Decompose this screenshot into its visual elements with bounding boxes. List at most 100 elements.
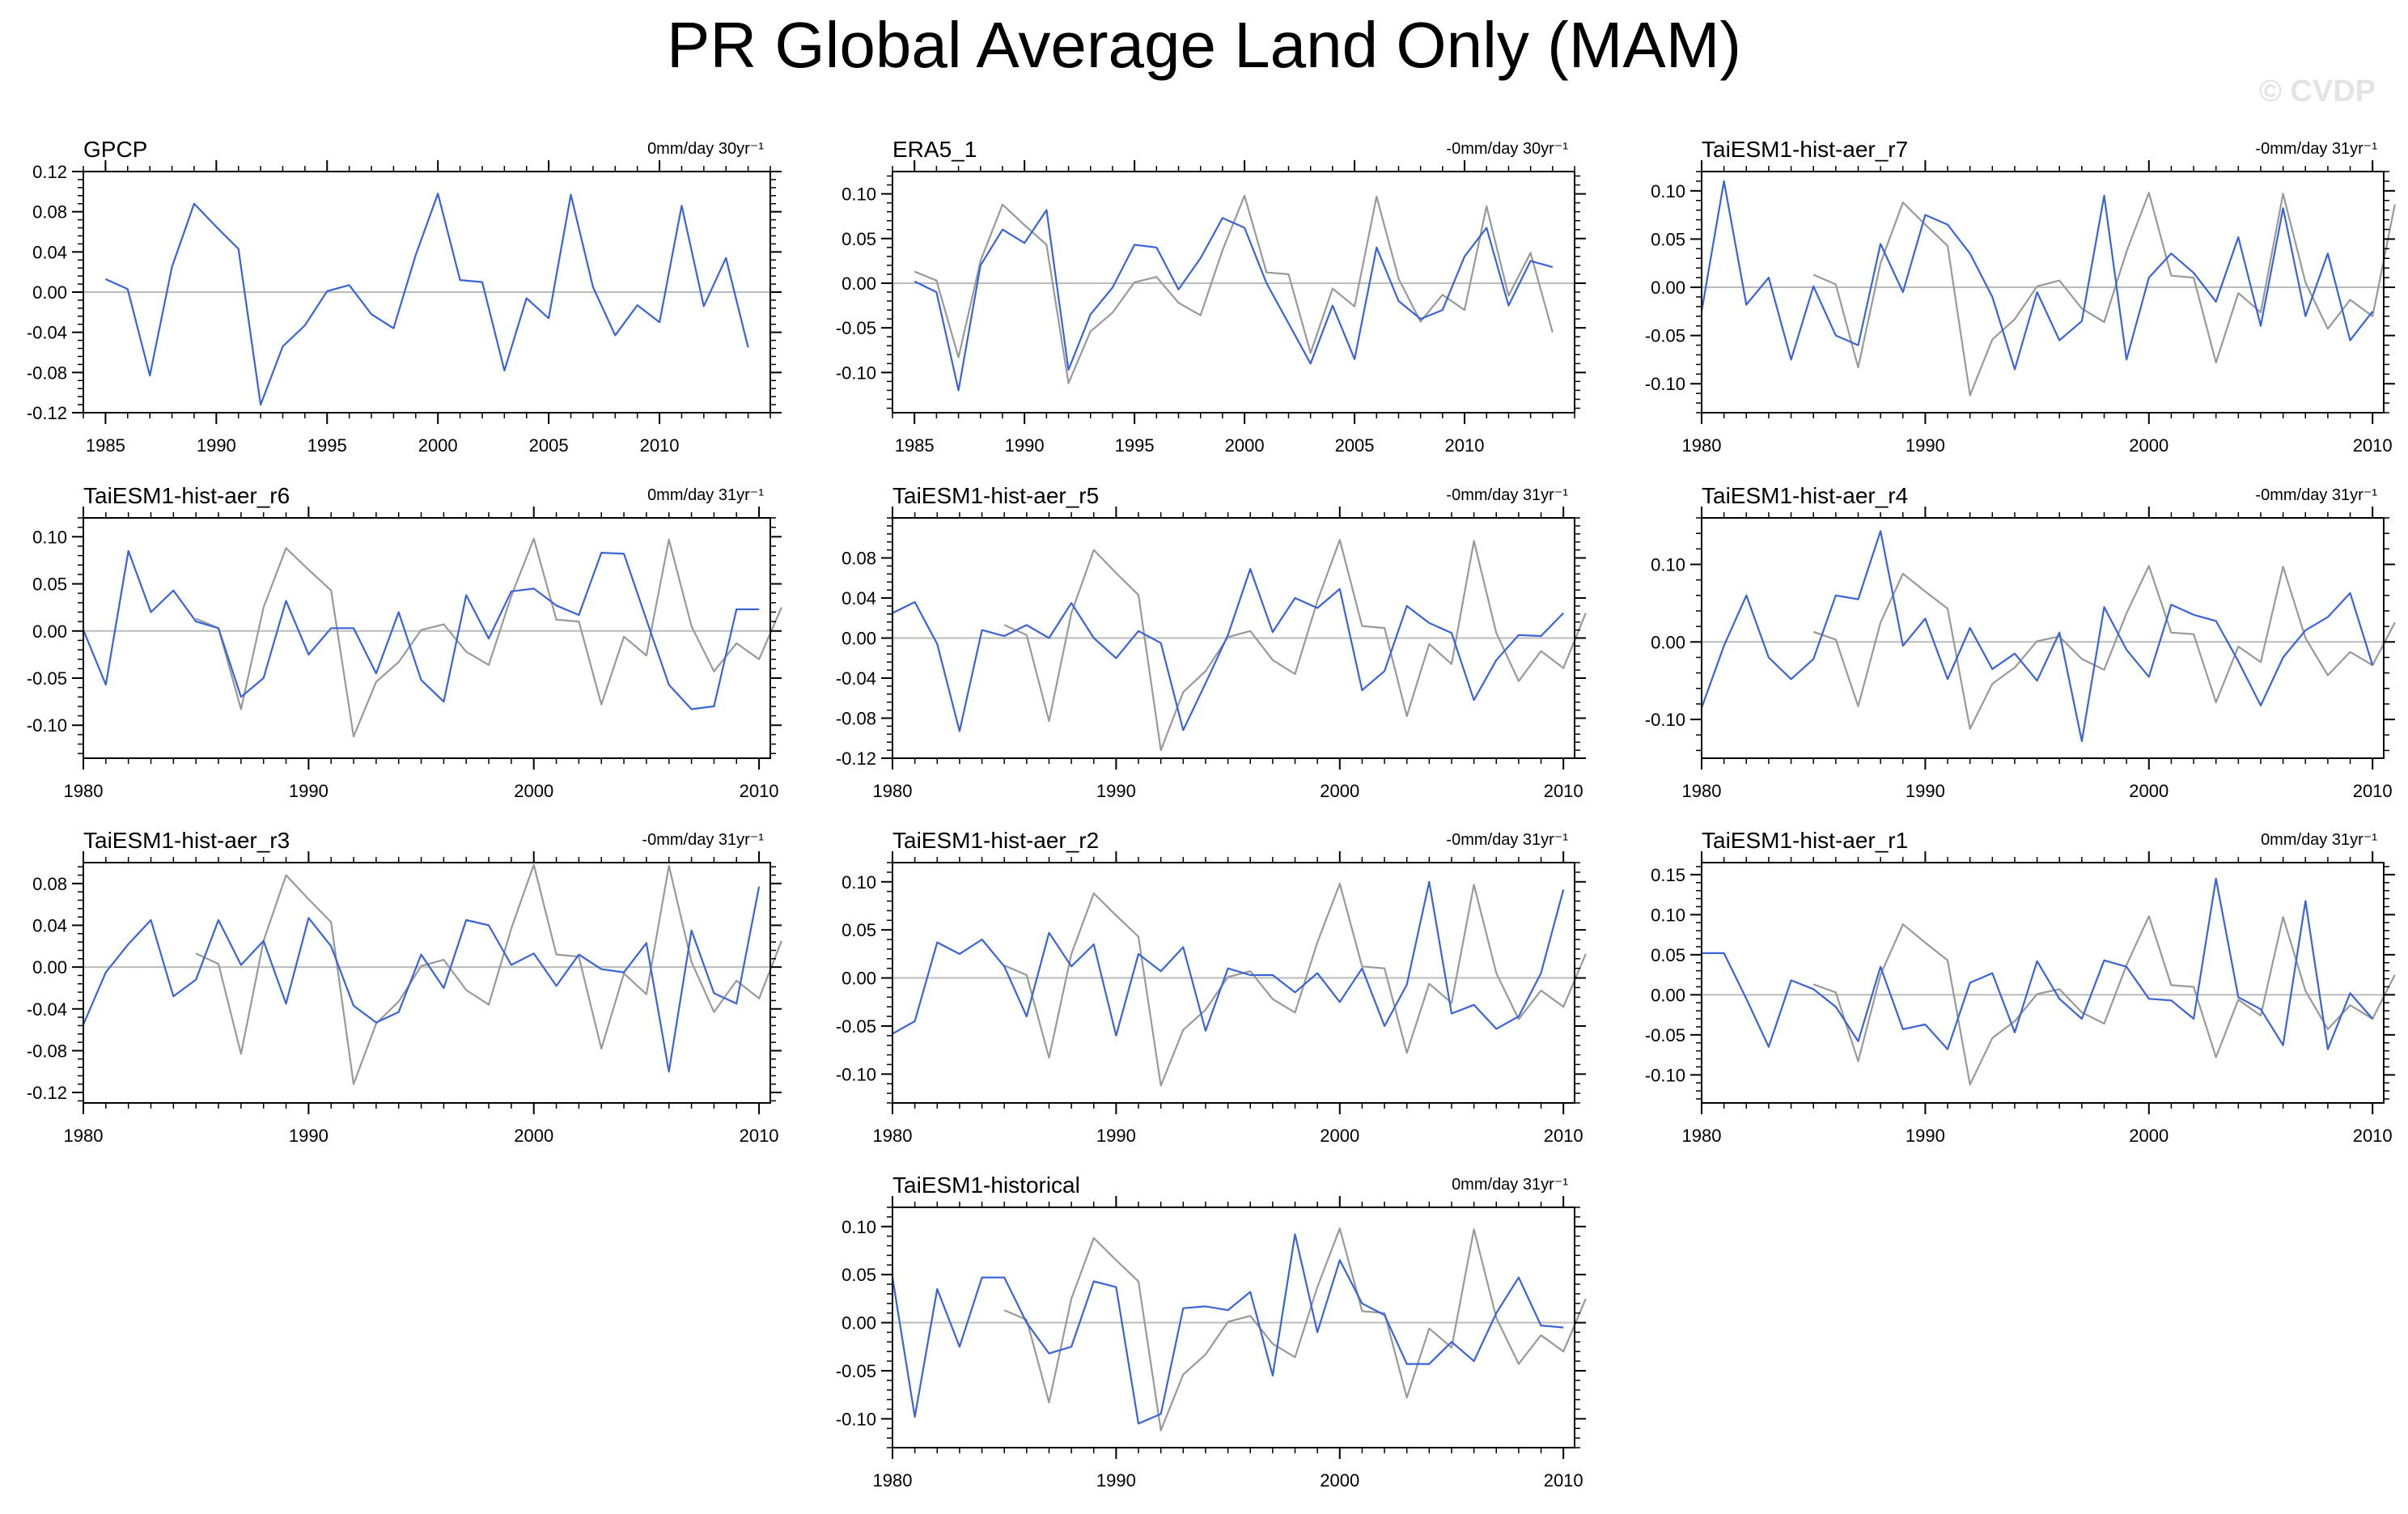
x-tick-label: 2010 [1445,435,1485,456]
series-line-observed [195,863,782,1085]
x-tick-label: 2010 [2353,781,2393,801]
y-tick-label: 0.05 [842,1265,876,1285]
x-tick-label: 1985 [86,435,125,456]
panel-1: ERA5_1 -0mm/day 30yr⁻¹ 1985 1990 1995 2000 200… [836,137,1586,456]
plot-frame [1701,862,2385,1104]
series-line-model [892,567,1564,732]
plot-frame [83,517,771,759]
y-tick-label: 0.05 [842,229,876,249]
panel-title: TaiESM1-hist-aer_r4 [1702,483,1908,508]
x-tick-label: 1980 [1682,1126,1722,1146]
series-line-model [104,193,749,406]
y-tick-label: -0.04 [27,323,67,343]
panel-4: TaiESM1-hist-aer_r5 -0mm/day 31yr⁻¹ 1980 19… [836,483,1587,801]
panel-6: TaiESM1-hist-aer_r3 -0mm/day 31yr⁻¹ 1980 19… [27,828,782,1146]
x-tick-label: 2000 [418,435,458,456]
x-tick-label: 1980 [64,1126,104,1146]
y-tick-label: 0.00 [842,274,876,294]
plot-frame [1701,171,2385,413]
x-tick-label: 2000 [2129,435,2168,456]
y-tick-label: -0.05 [836,1016,876,1037]
cvdp-watermark: © CVDP [2258,74,2376,108]
series-line-observed [1812,192,2396,397]
x-tick-label: 2010 [1544,1470,1583,1491]
x-tick-label: 1990 [1906,781,1945,801]
plot-frame [892,1207,1575,1448]
y-tick-label: -0.12 [27,1083,67,1103]
x-tick-label: 1990 [1005,435,1045,456]
y-tick-label: 0.10 [842,872,876,893]
plot-frame [892,171,1575,413]
panel-trend: 0mm/day 31yr⁻¹ [2261,831,2377,849]
x-tick-label: 1980 [1682,435,1722,456]
x-tick-label: 2005 [529,435,569,456]
panel-8: TaiESM1-hist-aer_r1 0mm/day 31yr⁻¹ 1980 199… [1645,828,2396,1146]
x-tick-label: 1980 [873,1126,913,1146]
y-tick-label: -0.10 [27,715,67,736]
x-tick-label: 1980 [64,781,104,801]
panel-trend: 0mm/day 31yr⁻¹ [647,486,764,504]
panel-trend: 0mm/day 30yr⁻¹ [647,140,764,158]
series-line-model [82,886,761,1073]
plot-frame [892,862,1575,1104]
x-tick-label: 2005 [1335,435,1375,456]
x-tick-label: 2010 [640,435,680,456]
series-line-observed [1812,565,2396,730]
y-tick-label: 0.10 [1651,905,1685,925]
x-tick-label: 2000 [2129,1126,2168,1146]
panel-trend: 0mm/day 31yr⁻¹ [1452,1176,1568,1194]
panel-title: TaiESM1-hist-aer_r7 [1702,137,1908,162]
panel-trend: -0mm/day 31yr⁻¹ [2255,486,2377,504]
x-tick-label: 1990 [1096,1470,1136,1491]
y-tick-label: -0.10 [836,1409,876,1429]
x-tick-label: 1990 [1096,781,1136,801]
x-tick-label: 1990 [197,435,236,456]
x-tick-label: 2010 [2353,1126,2393,1146]
panel-title: TaiESM1-hist-aer_r6 [83,483,290,508]
plot-frame [1701,517,2385,759]
panel-2: TaiESM1-hist-aer_r7 -0mm/day 31yr⁻¹ 1980 19… [1645,137,2396,456]
y-tick-label: 0.05 [32,575,67,595]
y-tick-label: 0.10 [1651,181,1685,201]
y-tick-label: 0.08 [842,549,876,569]
panel-7: TaiESM1-hist-aer_r2 -0mm/day 31yr⁻¹ 1980 19… [836,828,1587,1146]
x-tick-label: 2000 [1320,1126,1359,1146]
y-tick-label: 0.08 [32,202,67,223]
panel-trend: -0mm/day 30yr⁻¹ [1446,140,1568,158]
y-tick-label: 0.00 [1651,278,1685,298]
series-line-observed [1003,1227,1587,1431]
x-tick-label: 1990 [1906,1126,1945,1146]
y-tick-label: -0.05 [27,668,67,689]
y-tick-label: -0.08 [27,363,67,383]
y-tick-label: 0.10 [842,1217,876,1237]
series-line-model [1702,877,2374,1050]
plot-frame [83,862,771,1104]
y-tick-label: 0.05 [842,920,876,940]
panel-0: GPCP 0mm/day 30yr⁻¹ 1985 1990 1995 2000 2005 20… [27,137,782,456]
panel-trend: -0mm/day 31yr⁻¹ [1446,831,1568,849]
series-line-observed [1812,915,2396,1086]
panel-title: TaiESM1-hist-aer_r3 [83,828,290,853]
x-tick-label: 2010 [740,1126,779,1146]
y-tick-label: -0.10 [1645,710,1685,730]
series-line-observed [1003,882,1587,1087]
x-tick-label: 2010 [1544,781,1583,801]
y-tick-label: 0.00 [842,1313,876,1334]
panel-5: TaiESM1-hist-aer_r4 -0mm/day 31yr⁻¹ 1980 19… [1645,483,2396,801]
x-tick-label: 2000 [514,781,553,801]
x-tick-label: 2010 [740,781,779,801]
panel-title: TaiESM1-hist-aer_r5 [892,483,1099,508]
x-tick-label: 2000 [2129,781,2168,801]
y-tick-label: 0.00 [1651,632,1685,652]
x-tick-label: 2000 [514,1126,553,1146]
panel-trend: -0mm/day 31yr⁻¹ [2255,140,2377,158]
panel-title: ERA5_1 [892,137,977,162]
y-tick-label: -0.08 [836,709,876,729]
x-tick-label: 2010 [2353,435,2393,456]
panel-3: TaiESM1-hist-aer_r6 0mm/day 31yr⁻¹ 1980 199… [27,483,782,801]
main-title: PR Global Average Land Only (MAM) [666,9,1741,81]
series-line-observed [195,537,782,738]
x-tick-label: 2000 [1320,1470,1359,1491]
y-tick-label: -0.05 [836,318,876,338]
